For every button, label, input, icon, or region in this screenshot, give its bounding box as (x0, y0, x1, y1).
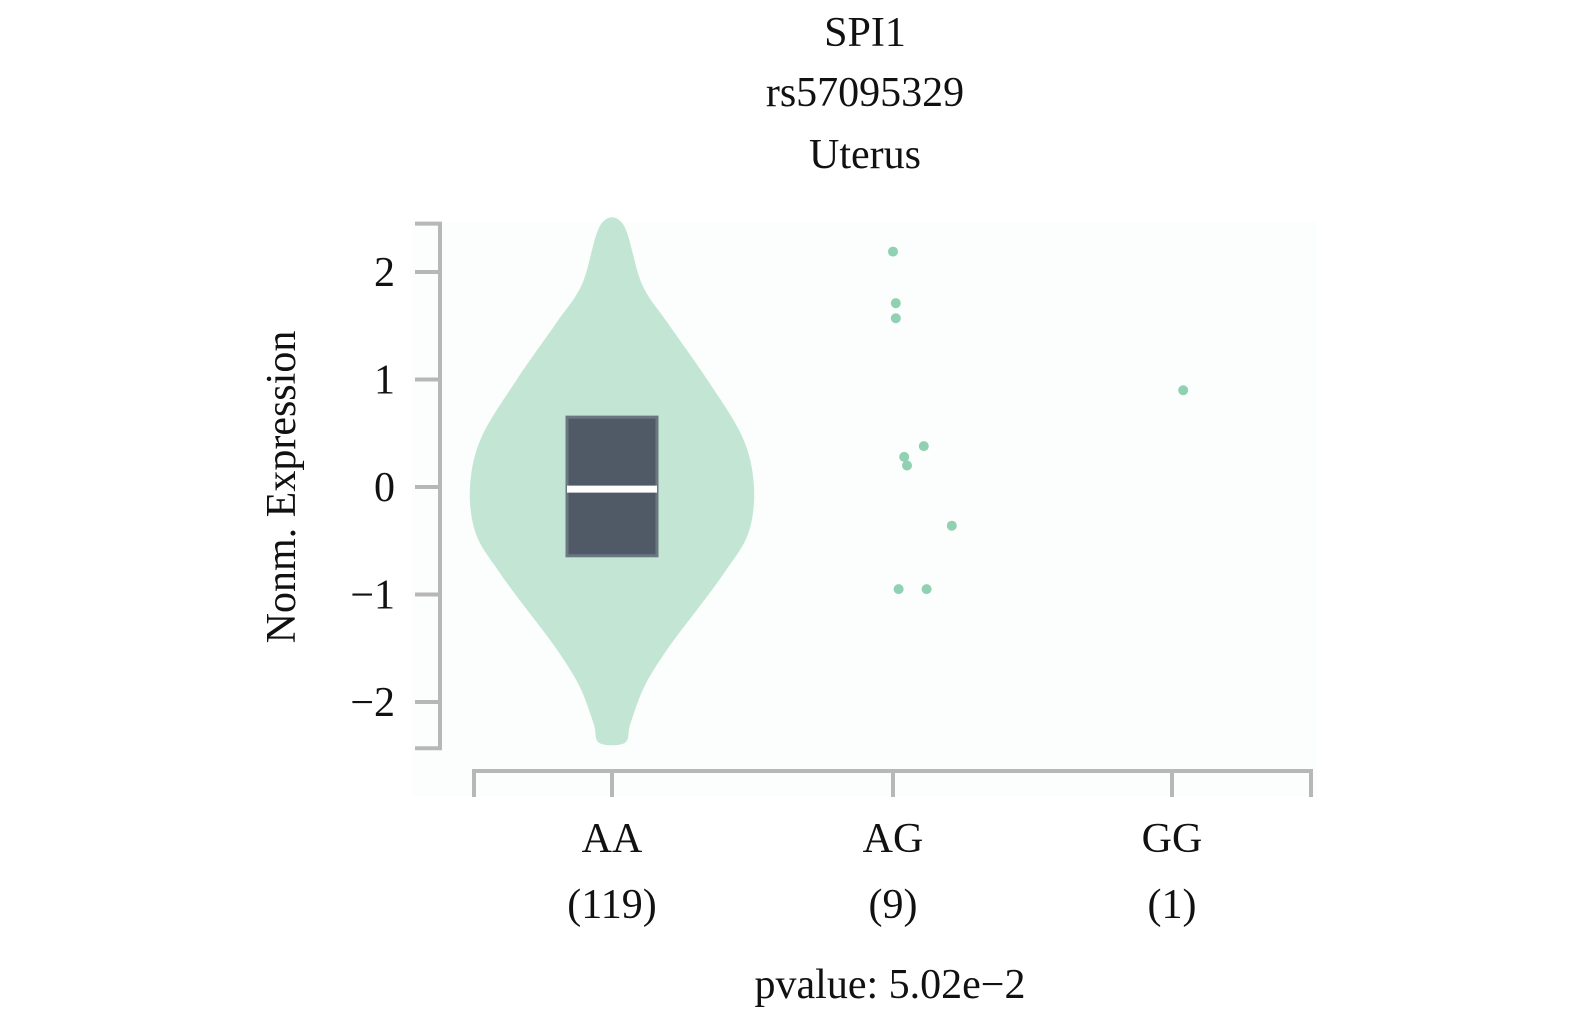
x-tick-label: GG (1142, 816, 1203, 862)
chart-title-gene: SPI1 (824, 10, 906, 56)
y-tick-label: −1 (350, 573, 395, 619)
data-point (893, 584, 904, 595)
data-point (902, 460, 912, 471)
x-tick-count: (9) (869, 882, 918, 928)
data-point (899, 451, 910, 462)
x-tick-count: (119) (567, 882, 656, 928)
chart-title-snp: rs57095329 (766, 70, 964, 116)
y-tick-label: 2 (374, 250, 395, 296)
y-tick-label: 0 (374, 465, 395, 511)
data-point (946, 520, 957, 531)
data-point (890, 313, 901, 324)
x-tick-label: AA (582, 816, 643, 862)
pvalue-annotation: pvalue: 5.02e−2 (755, 962, 1026, 1008)
data-point (1178, 385, 1189, 396)
y-tick-label: 1 (374, 358, 395, 404)
y-tick-label: −2 (350, 680, 395, 726)
x-tick-count: (1) (1148, 882, 1197, 928)
data-point (890, 298, 901, 309)
chart-title-tissue: Uterus (809, 132, 921, 178)
data-point (888, 246, 898, 257)
data-point (921, 584, 932, 595)
x-tick-label: AG (863, 816, 924, 862)
y-axis-label: Nonm. Expression (259, 331, 305, 644)
data-point (918, 441, 929, 452)
